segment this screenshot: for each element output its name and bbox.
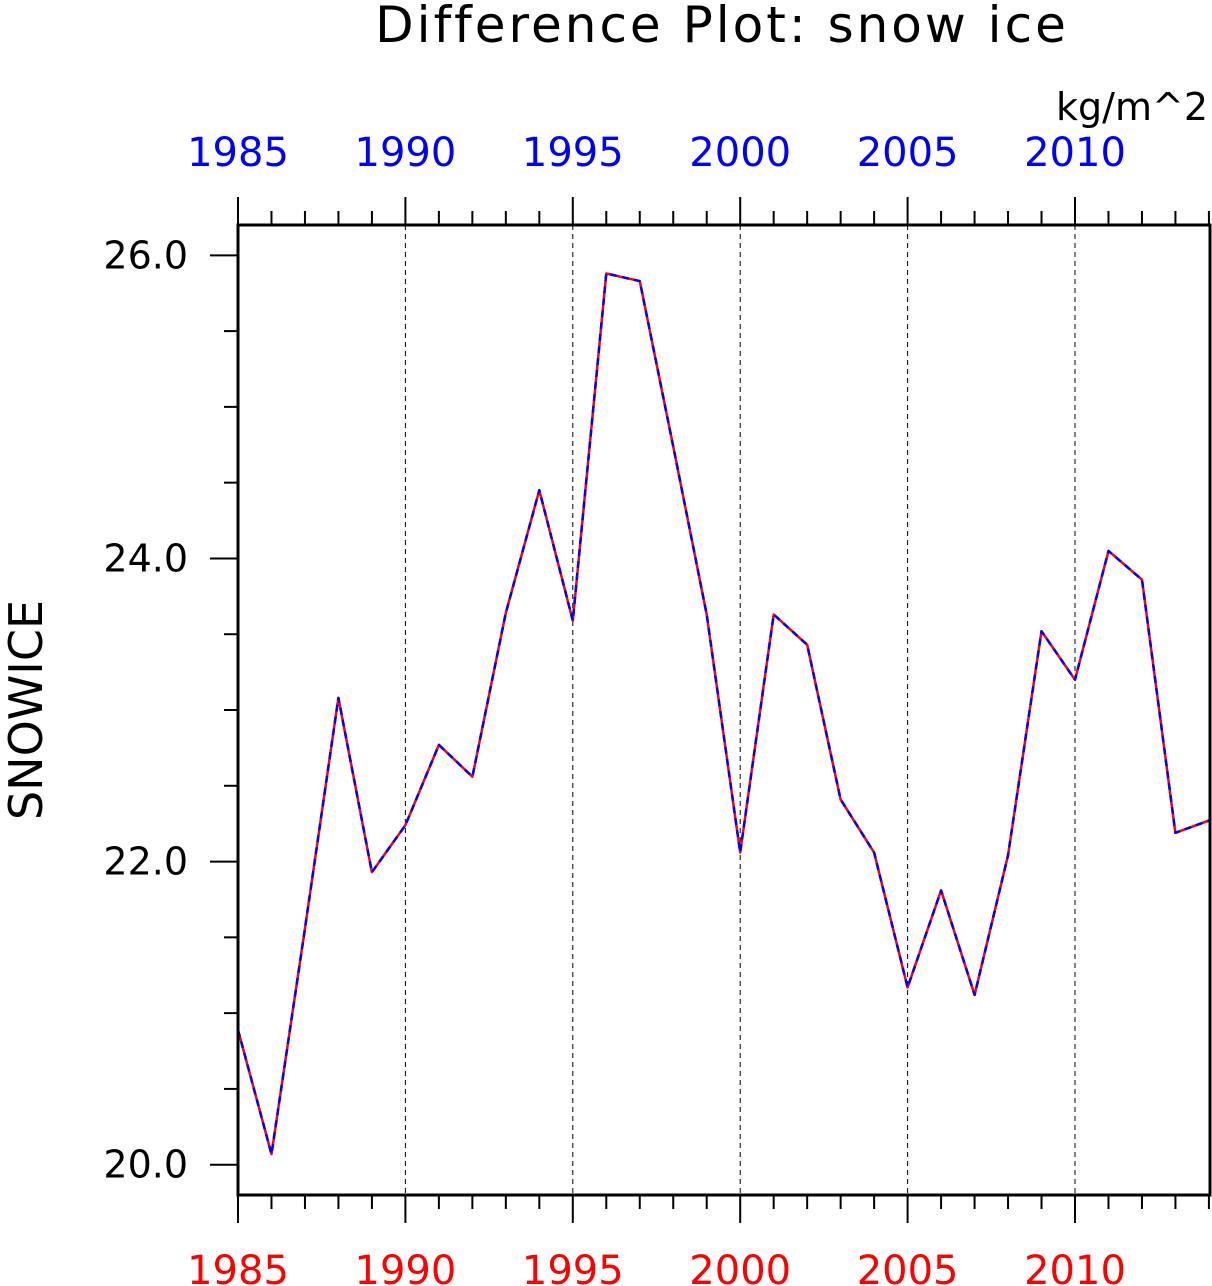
units-label: kg/m^2: [1056, 85, 1208, 129]
top-x-tick-labels: 1985 1990 1995 2000 2005 2010: [187, 130, 1126, 176]
bottom-x-tick-labels: 1985 1990 1995 2000 2005 2010: [187, 1248, 1126, 1286]
bottom-x-tick-label: 1990: [355, 1248, 457, 1286]
bottom-x-tick-label: 2005: [857, 1248, 959, 1286]
chart-title: Difference Plot: snow ice: [375, 0, 1069, 54]
top-x-tick-label: 1985: [187, 130, 289, 176]
bottom-x-tick-label: 1985: [187, 1248, 289, 1286]
dashed-series-line: [236, 272, 1210, 1156]
plot-frame: [236, 223, 1212, 1197]
y-tick-label: 20.0: [103, 1143, 188, 1187]
top-x-tick-label: 2000: [689, 130, 791, 176]
top-x-tick-label: 2005: [857, 130, 959, 176]
series-lines: [236, 272, 1210, 1156]
axis-ticks: [210, 197, 1210, 1223]
y-tick-label: 22.0: [103, 840, 188, 884]
bottom-x-tick-label: 2010: [1024, 1248, 1126, 1286]
y-tick-labels: 20.0 22.0 24.0 26.0: [103, 233, 188, 1186]
bottom-x-tick-label: 1995: [522, 1248, 624, 1286]
top-x-tick-label: 1995: [522, 130, 624, 176]
top-x-tick-label: 1990: [355, 130, 457, 176]
top-x-tick-label: 2010: [1024, 130, 1126, 176]
grid-lines: [404, 225, 1076, 1195]
solid-series-line: [236, 272, 1210, 1156]
y-axis-label: SNOWICE: [0, 600, 53, 820]
y-tick-label: 24.0: [103, 536, 188, 580]
bottom-x-tick-label: 2000: [689, 1248, 791, 1286]
y-tick-label: 26.0: [103, 233, 188, 277]
